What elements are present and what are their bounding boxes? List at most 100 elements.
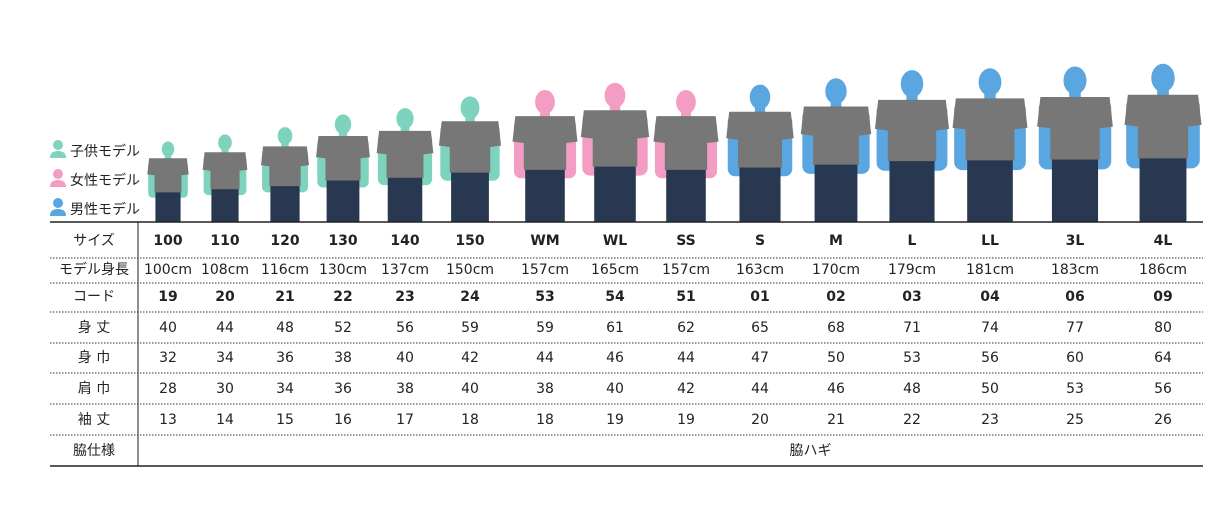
model-figure	[874, 70, 950, 222]
row-label: 袖 丈	[78, 412, 110, 428]
cell: 09	[1153, 289, 1172, 305]
pants	[525, 161, 565, 222]
model-figure	[202, 134, 248, 222]
cell: 19	[158, 289, 177, 305]
head	[825, 78, 847, 105]
cell: 40	[396, 350, 414, 366]
legend-icon-body	[50, 180, 66, 187]
cell: 40	[461, 381, 479, 397]
row-label: 肩 巾	[78, 381, 110, 397]
shirt	[874, 99, 950, 162]
cell: 56	[981, 350, 999, 366]
legend-label: 男性モデル	[70, 201, 140, 218]
model-figure	[1124, 63, 1202, 222]
cell: 18	[536, 412, 554, 428]
cell: 53	[535, 289, 554, 305]
cell: 77	[1066, 320, 1084, 336]
cell: 183cm	[1051, 262, 1099, 278]
cell: 150	[455, 233, 484, 249]
cell: 20	[215, 289, 235, 305]
cell: 65	[751, 320, 769, 336]
cell: 100cm	[144, 262, 192, 278]
cell: M	[829, 233, 843, 249]
cell: L	[908, 233, 917, 249]
row-label: 身 巾	[78, 350, 110, 366]
cell: 16	[334, 412, 352, 428]
cell: 80	[1154, 320, 1172, 336]
row-label: モデル身長	[59, 261, 129, 278]
neck	[906, 93, 918, 104]
pants	[326, 173, 360, 222]
shirt	[512, 116, 578, 170]
cell: 120	[270, 233, 299, 249]
model-figure	[438, 96, 502, 222]
cell: 19	[606, 412, 624, 428]
shirt	[580, 110, 650, 167]
pants	[211, 183, 239, 222]
model-figure	[260, 127, 310, 222]
cell: 157cm	[662, 262, 710, 278]
cell: 30	[216, 381, 234, 397]
shirt	[376, 130, 434, 178]
legend-icon-body	[50, 209, 66, 216]
neck	[681, 110, 691, 119]
head	[978, 68, 1002, 96]
neck	[281, 142, 289, 149]
pants	[1139, 148, 1187, 222]
legend-label: 女性モデル	[70, 172, 140, 189]
model-figure	[800, 78, 872, 222]
pants	[814, 155, 858, 222]
model-figure	[726, 84, 794, 222]
cell: 186cm	[1139, 262, 1187, 278]
cell: 19	[677, 412, 695, 428]
neck	[338, 131, 348, 139]
legend-icon-head	[53, 169, 63, 179]
shirt	[260, 146, 310, 187]
legend-icon-head	[53, 140, 63, 150]
cell: 48	[276, 320, 294, 336]
neck	[1157, 88, 1169, 99]
cell: 61	[606, 320, 624, 336]
legend-icon-body	[50, 151, 66, 158]
pants	[451, 164, 489, 222]
cell: 47	[751, 350, 769, 366]
shirt	[147, 158, 189, 193]
neck	[164, 154, 172, 160]
neck	[1069, 90, 1081, 101]
cell: 4L	[1154, 233, 1173, 249]
cell: 165cm	[591, 262, 639, 278]
cell: 50	[827, 350, 845, 366]
cell: 28	[159, 381, 177, 397]
neck	[830, 100, 842, 110]
model-figure	[376, 108, 434, 222]
cell: 150cm	[446, 262, 494, 278]
cell: 23	[395, 289, 414, 305]
shirt	[726, 111, 794, 168]
cell: 42	[677, 381, 695, 397]
shirt	[952, 98, 1028, 161]
head	[604, 82, 626, 109]
shirt	[653, 116, 719, 170]
shirt	[202, 152, 248, 190]
cell: 56	[1154, 381, 1172, 397]
neck	[465, 115, 475, 124]
cell: 04	[980, 289, 1000, 305]
cell: 71	[903, 320, 921, 336]
cell: 44	[216, 320, 234, 336]
cell: 179cm	[888, 262, 936, 278]
cell: 3L	[1066, 233, 1085, 249]
cell: 38	[396, 381, 414, 397]
cell: 59	[461, 320, 479, 336]
head	[218, 134, 232, 151]
cell: 50	[981, 381, 999, 397]
cell: 46	[827, 381, 845, 397]
legend-icon-head	[53, 198, 63, 208]
head	[749, 84, 771, 110]
cell: 130cm	[319, 262, 367, 278]
cell: 170cm	[812, 262, 860, 278]
cell: 20	[751, 412, 769, 428]
pants	[270, 179, 300, 222]
model-figure	[316, 114, 370, 222]
cell: 34	[216, 350, 234, 366]
